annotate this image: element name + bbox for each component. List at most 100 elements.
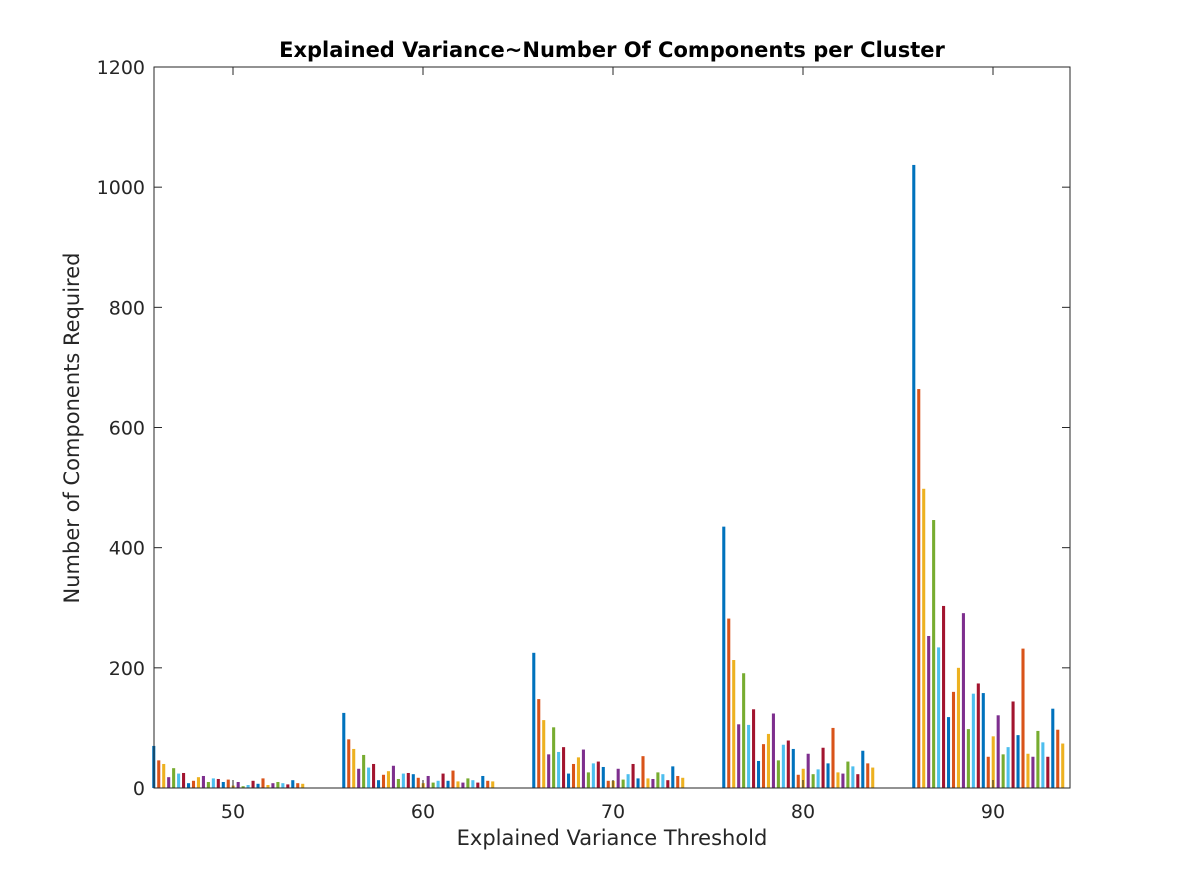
bar-50-14: [216, 778, 220, 788]
chart-title: Explained Variance~Number Of Components …: [279, 38, 945, 62]
bar-60-2: [347, 739, 351, 788]
bar-70-9: [571, 763, 576, 788]
bar-60-23: [451, 770, 455, 788]
bar-80-29: [861, 750, 865, 788]
bar-70-13: [591, 763, 595, 788]
bar-90-18: [996, 715, 1000, 788]
bar-70-14: [596, 761, 600, 788]
bar-50-27: [281, 783, 285, 788]
bar-70-23: [641, 756, 645, 788]
bar-60-4: [357, 768, 361, 788]
bar-60-3: [352, 748, 356, 788]
bar-80-1: [722, 526, 726, 788]
bar-70-30: [676, 775, 680, 788]
bar-90-1: [912, 164, 916, 788]
bar-90-21: [1011, 701, 1015, 788]
x-tick-label-70: 70: [601, 801, 625, 823]
bar-60-9: [381, 774, 386, 788]
bar-80-4: [737, 724, 741, 788]
bar-80-19: [811, 774, 815, 788]
bar-90-11: [961, 613, 965, 788]
bar-60-29: [481, 775, 485, 788]
bar-60-18: [426, 775, 430, 788]
bar-70-20: [626, 774, 630, 788]
x-tick-label-60: 60: [411, 801, 435, 823]
bar-60-12: [396, 778, 400, 788]
bar-90-5: [932, 520, 936, 788]
bar-80-11: [771, 713, 775, 788]
bar-70-5: [552, 727, 556, 788]
bar-60-19: [431, 782, 435, 788]
bar-80-7: [752, 709, 756, 788]
bar-90-9: [951, 691, 956, 788]
bar-90-14: [976, 683, 980, 788]
bar-50-25: [271, 783, 275, 788]
bar-50-30: [296, 783, 300, 788]
bar-90-29: [1051, 708, 1055, 788]
bar-60-14: [406, 772, 410, 788]
x-axis-label: Explained Variance Threshold: [457, 826, 768, 850]
bar-70-12: [586, 772, 590, 788]
bar-50-21: [251, 780, 255, 788]
bar-60-7: [372, 763, 376, 788]
bar-50-16: [226, 779, 230, 788]
bar-50-12: [206, 781, 210, 788]
bar-70-19: [621, 779, 625, 788]
bar-60-21: [441, 773, 445, 788]
bar-80-18: [806, 753, 810, 788]
bar-50-11: [201, 775, 205, 788]
bar-60-22: [446, 780, 450, 788]
bar-50-13: [211, 778, 215, 788]
bar-90-25: [1031, 756, 1035, 788]
x-axis-ticks: 50 60 70 80 90: [221, 67, 1005, 823]
bar-50-3: [162, 763, 166, 788]
bar-90-20: [1006, 747, 1010, 788]
bar-90-24: [1026, 753, 1030, 788]
bar-80-5: [742, 673, 746, 788]
bar-50-23: [261, 778, 265, 788]
bar-80-26: [846, 761, 850, 788]
bar-60-26: [466, 778, 470, 788]
y-tick-label-1000: 1000: [97, 177, 145, 199]
bar-60-20: [436, 780, 440, 788]
bar-80-13: [781, 744, 785, 788]
bar-90-8: [946, 717, 951, 788]
bar-90-19: [1001, 754, 1005, 788]
x-tick-label-90: 90: [981, 801, 1005, 823]
bar-80-30: [866, 763, 870, 788]
bar-70-3: [542, 720, 546, 788]
bar-50-28: [286, 784, 290, 788]
bar-80-20: [816, 769, 820, 788]
bar-70-16: [606, 780, 610, 788]
bar-80-14: [786, 740, 790, 788]
bar-50-2: [157, 760, 161, 788]
bar-90-22: [1016, 735, 1020, 788]
bar-90-6: [937, 647, 941, 788]
bar-70-15: [601, 766, 605, 788]
bar-50-6: [177, 773, 181, 788]
bar-50-31: [301, 783, 305, 788]
bar-50-22: [256, 783, 260, 788]
bar-80-9: [761, 744, 766, 788]
bar-60-24: [456, 781, 460, 788]
y-tick-label-400: 400: [109, 538, 145, 560]
bar-70-24: [646, 778, 650, 788]
bar-90-10: [956, 667, 960, 788]
bar-90-27: [1041, 742, 1045, 788]
bar-80-10: [766, 733, 770, 788]
bar-80-8: [756, 760, 761, 788]
bar-series-group: [152, 164, 1065, 788]
bar-70-1: [532, 652, 536, 788]
bar-90-3: [922, 488, 926, 788]
x-tick-label-50: 50: [221, 801, 245, 823]
bar-70-8: [566, 773, 571, 788]
bar-70-18: [616, 768, 620, 788]
bar-50-5: [172, 768, 176, 788]
bar-60-28: [476, 782, 480, 788]
bar-70-4: [547, 754, 551, 788]
bar-70-27: [661, 774, 665, 788]
bar-90-26: [1036, 730, 1040, 788]
bar-80-12: [776, 760, 780, 788]
bar-60-30: [486, 780, 490, 788]
bar-80-24: [836, 772, 840, 788]
